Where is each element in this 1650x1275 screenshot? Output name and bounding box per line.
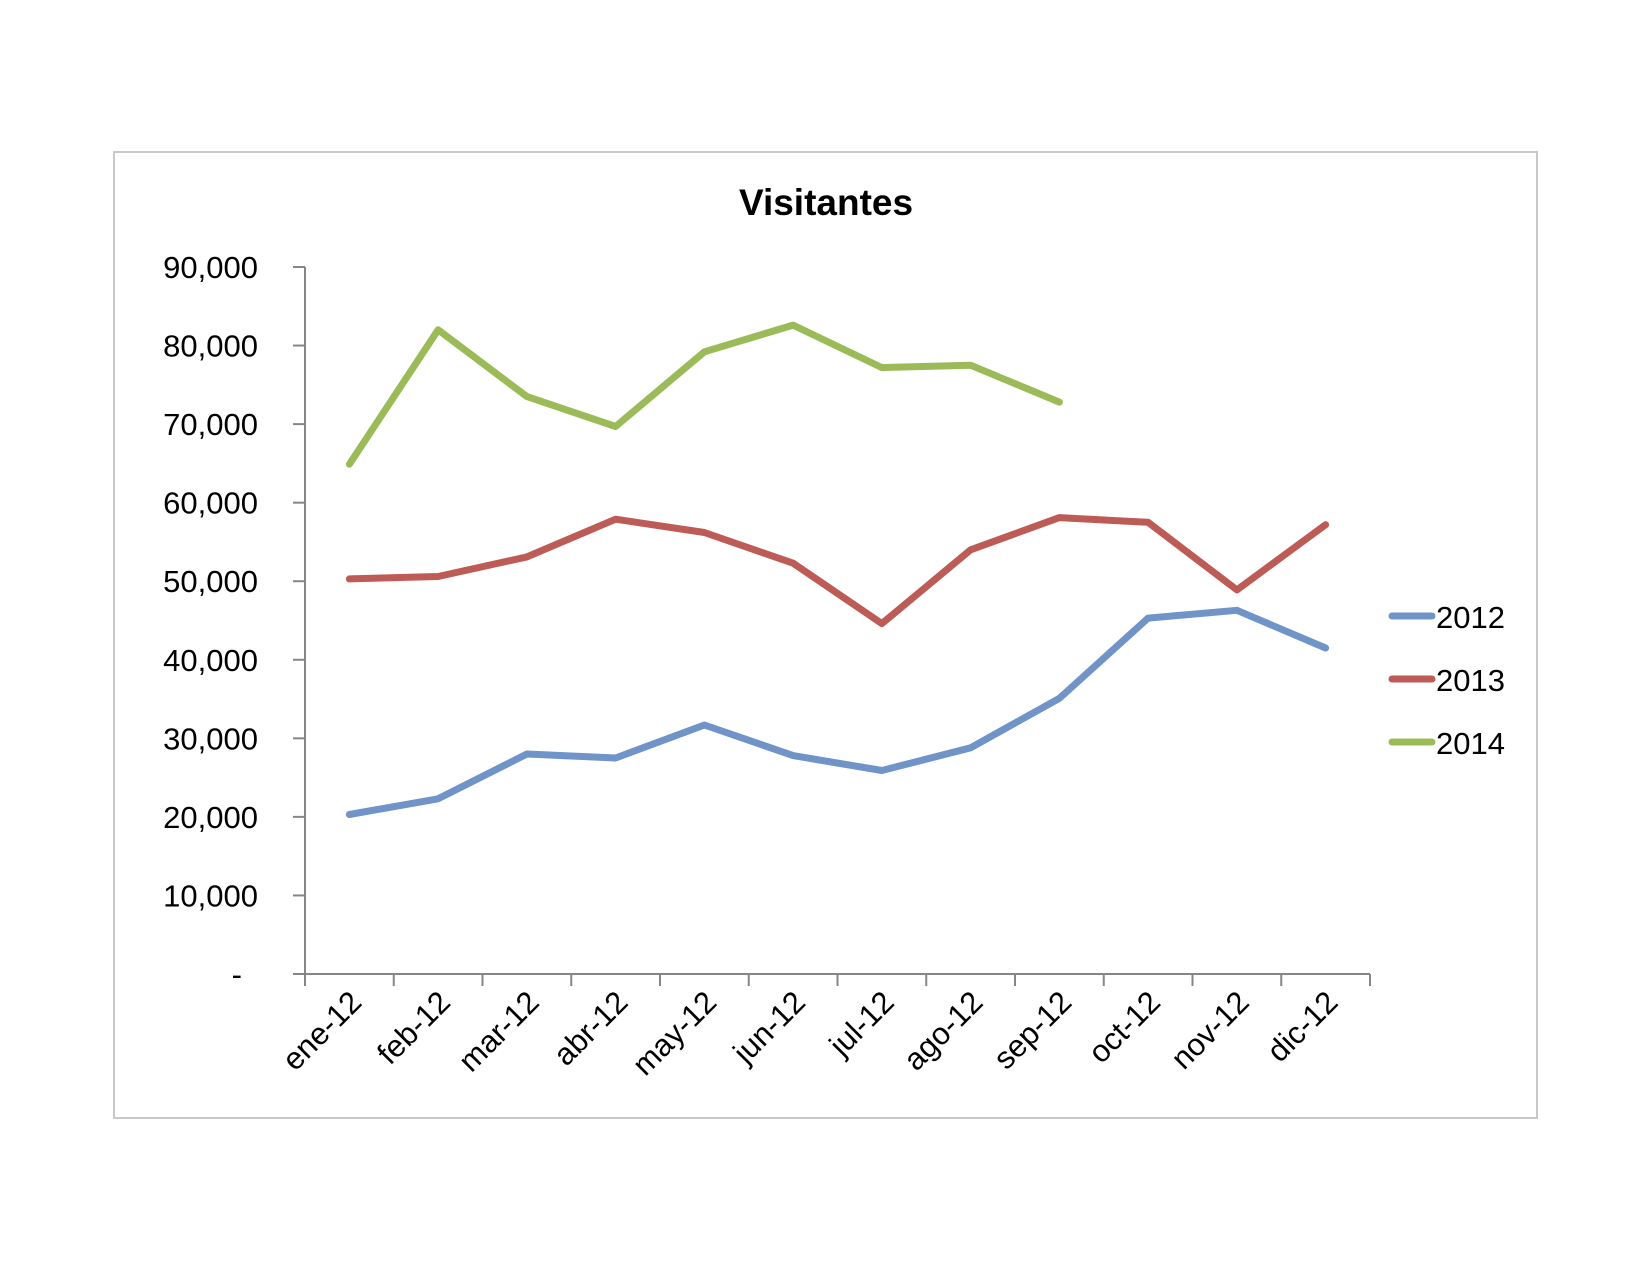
series-line-2012 [345,606,1330,818]
x-tick-label: abr-12 [546,984,634,1072]
legend-label-2013: 2013 [1436,663,1505,698]
y-tick-label: - [232,957,242,992]
axes [293,267,1370,975]
legend-label-2012: 2012 [1436,600,1505,635]
x-tick-label: feb-12 [370,984,457,1071]
x-tick-label: may-12 [625,984,723,1082]
y-tick-label: 20,000 [163,800,258,835]
y-tick-label: 50,000 [163,564,258,599]
series-line-2014 [345,321,1063,468]
legend: 2012 2013 2014 [1388,600,1505,761]
y-tick-label: 70,000 [163,407,258,442]
x-tick-label: oct-12 [1081,984,1167,1070]
x-tick-label: sep-12 [987,984,1079,1076]
x-tick-label: nov-12 [1164,984,1256,1076]
x-tick-label: jul-12 [822,984,901,1063]
x-tick-label: jun-12 [726,984,812,1070]
y-axis-ticks: - 10,000 20,000 30,000 40,000 50,000 60,000 70,… [163,250,305,992]
y-tick-label: 10,000 [163,878,258,913]
x-tick-label: ago-12 [897,984,990,1077]
x-tick-label: ene-12 [275,984,368,1077]
y-tick-label: 40,000 [163,643,258,678]
x-tick-label: mar-12 [452,984,546,1078]
legend-label-2014: 2014 [1436,726,1505,761]
y-tick-label: 90,000 [163,250,258,285]
chart-title: Visitantes [739,182,913,223]
series-line-2013 [345,514,1330,628]
series-lines [345,321,1330,818]
y-tick-label: 80,000 [163,329,258,364]
y-tick-label: 30,000 [163,721,258,756]
x-tick-label: dic-12 [1260,984,1344,1068]
y-tick-label: 60,000 [163,486,258,521]
